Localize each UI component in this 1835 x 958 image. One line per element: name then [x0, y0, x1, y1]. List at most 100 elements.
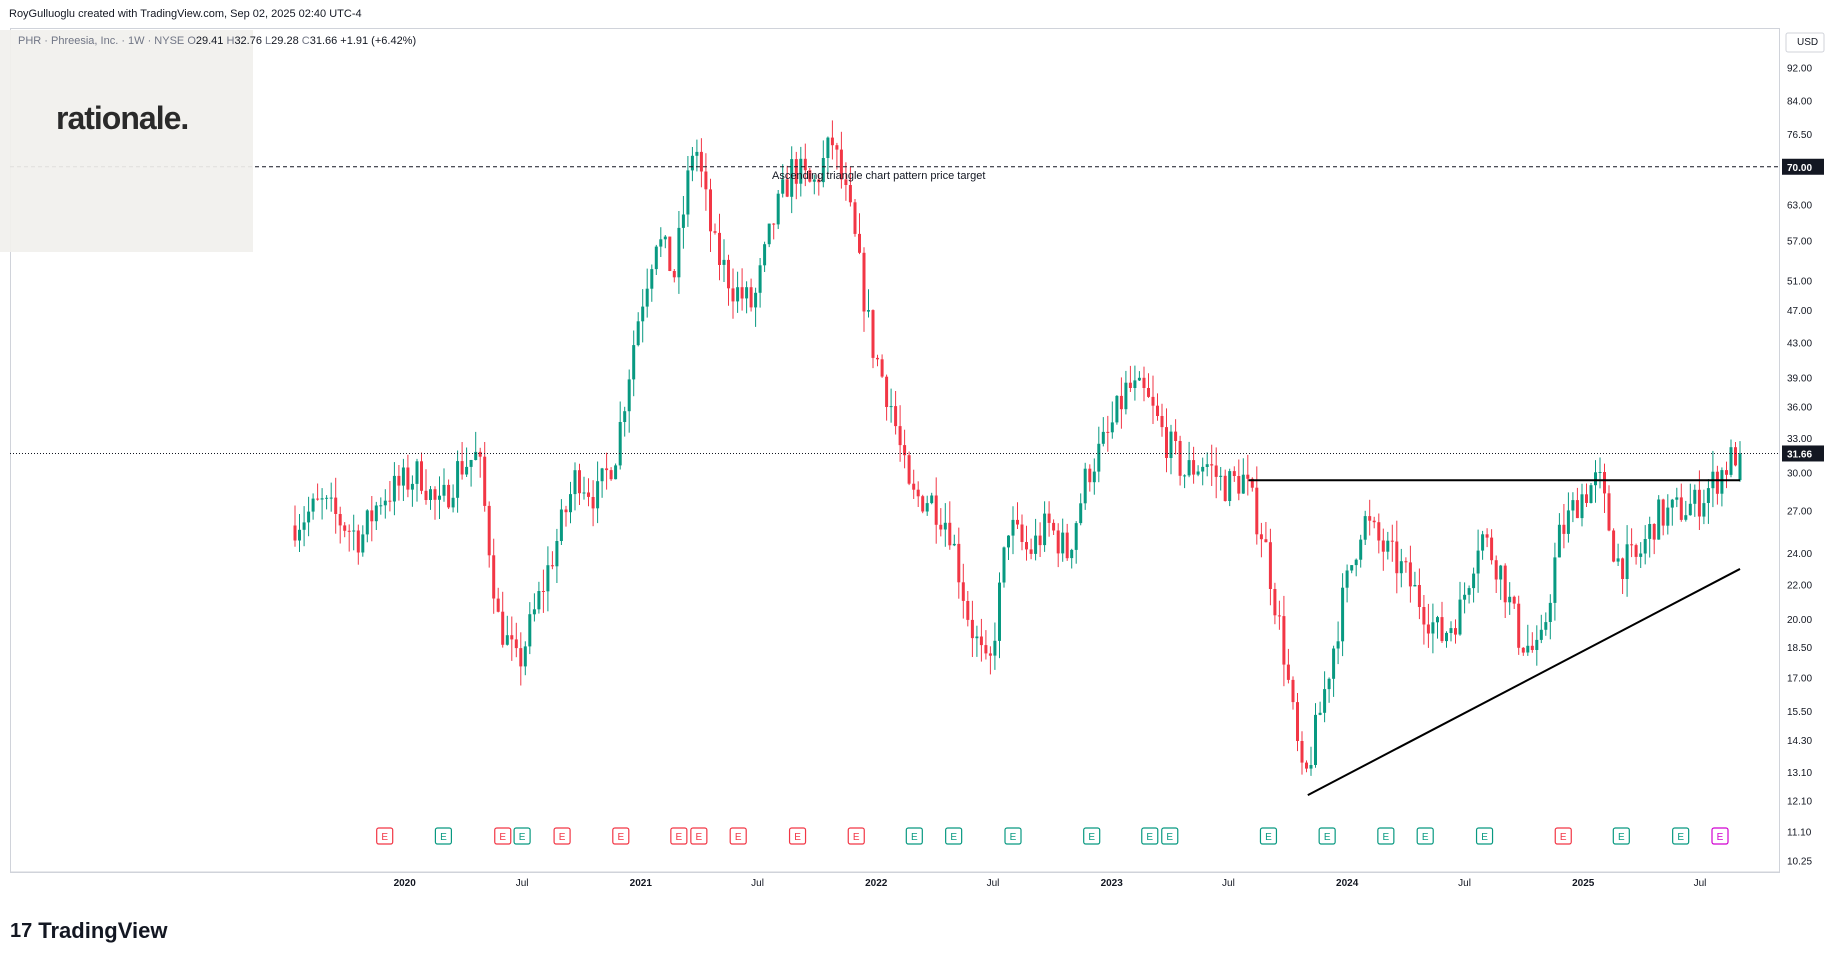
candle-body: [460, 461, 464, 475]
y-tick-label: 18.50: [1787, 643, 1812, 654]
candle-body: [1395, 541, 1399, 574]
candle-body: [903, 445, 907, 456]
earnings-marker-positive: [434, 827, 453, 845]
candle-body: [1657, 499, 1661, 540]
tradingview-logo-text: TradingView: [38, 918, 168, 943]
candle-body: [1729, 447, 1733, 475]
candle-body: [1088, 468, 1092, 483]
candlestick-series: [293, 120, 1742, 776]
y-tick-label: 57.00: [1787, 237, 1812, 248]
earnings-marker-label: E: [1166, 832, 1173, 843]
y-tick-label: 12.10: [1787, 797, 1812, 808]
candle-body: [1702, 503, 1706, 517]
candle-body: [1521, 647, 1525, 653]
candle-body: [1223, 475, 1227, 501]
candle-body: [492, 555, 496, 599]
earnings-marker-label: E: [1383, 832, 1390, 843]
candle-body: [1016, 519, 1019, 525]
candle-body: [894, 406, 898, 427]
candle-body: [767, 223, 771, 245]
candle-body: [803, 158, 807, 171]
candle-body: [1517, 603, 1521, 648]
candle-body: [763, 244, 767, 266]
earnings-marker-positive: [1004, 827, 1022, 845]
candle-body: [501, 611, 505, 645]
candle-body: [1499, 565, 1503, 580]
candle-body: [596, 481, 600, 509]
candle-body: [785, 179, 789, 197]
candle-body: [1264, 539, 1268, 543]
pattern-lines: Ascending triangle chart pattern price t…: [10, 166, 1780, 797]
candle-body: [1571, 500, 1575, 511]
candle-body: [826, 137, 830, 158]
candle-body: [1070, 549, 1074, 559]
candle-body: [618, 422, 622, 466]
earnings-marker-positive: [1141, 827, 1159, 845]
earnings-marker-label: E: [519, 832, 526, 843]
earnings-marker-positive: [1083, 827, 1101, 845]
candle-body: [1237, 476, 1241, 494]
candle-body: [1454, 628, 1457, 635]
candle-body: [718, 232, 721, 265]
candle-body: [365, 510, 369, 535]
earnings-marker-label: E: [1265, 832, 1272, 843]
candle-body: [641, 306, 645, 322]
price-axis: USD 10.25 11.10 12.10 13.10 14.30 15.50 17.00 18…: [1782, 32, 1825, 868]
earnings-marker-label: E: [950, 832, 957, 843]
candle-body: [1350, 565, 1354, 571]
y-tick-label: 30.00: [1787, 468, 1812, 479]
earnings-marker-label: E: [617, 832, 624, 843]
candle-body: [519, 648, 523, 667]
current-price-badge-bg: [1782, 445, 1824, 462]
candle-body: [1002, 547, 1006, 583]
earnings-marker-label: E: [735, 832, 742, 843]
tradingview-logo[interactable]: 17 TradingView: [10, 918, 167, 944]
candle-body: [1174, 431, 1178, 441]
candle-body: [1634, 545, 1638, 557]
candle-body: [447, 484, 451, 508]
earnings-marker-upcoming: [1711, 827, 1729, 845]
earnings-marker-positive: [1416, 827, 1434, 845]
candle-body: [636, 321, 640, 346]
candle-body: [600, 468, 604, 482]
candle-body: [867, 310, 870, 312]
candle-body: [587, 492, 590, 497]
earnings-marker-positive: [1672, 827, 1690, 845]
candle-body: [438, 495, 441, 500]
earnings-marker-label: E: [696, 832, 703, 843]
candle-body: [1214, 465, 1218, 477]
candle-body: [1359, 539, 1363, 560]
last-candle-body: [1738, 453, 1742, 481]
candle-body: [1128, 382, 1132, 388]
earnings-marker-label: E: [1618, 832, 1625, 843]
candle-body: [1341, 587, 1345, 642]
earnings-marker-positive: [1377, 827, 1395, 845]
candle-body: [975, 636, 979, 639]
candle-body: [429, 489, 432, 500]
candle-body: [433, 489, 437, 500]
candle-body: [1706, 488, 1710, 503]
x-tick-label: Jul: [987, 878, 1000, 889]
earnings-marker-label: E: [1560, 832, 1567, 843]
y-tick-label: 43.00: [1787, 338, 1812, 349]
candle-body: [695, 151, 699, 156]
candle-body: [993, 640, 997, 656]
triangle-support-line: [1307, 568, 1741, 797]
earnings-marker-label: E: [1481, 832, 1488, 843]
candle-body: [1038, 535, 1042, 546]
candle-body: [1684, 515, 1688, 520]
candle-body: [1056, 530, 1060, 554]
candle-body: [1187, 460, 1191, 476]
y-tick-label: 36.00: [1787, 403, 1812, 414]
legend-close-label: C: [301, 35, 310, 47]
candle-body: [1034, 535, 1038, 554]
candle-body: [1458, 599, 1462, 635]
candle-body: [871, 310, 875, 358]
earnings-marker-label: E: [1324, 832, 1331, 843]
candle-body: [356, 530, 360, 553]
earnings-marker-negative: [729, 827, 747, 845]
candle-body: [1079, 503, 1083, 524]
candle-body: [1296, 702, 1299, 741]
candle-body: [456, 461, 460, 498]
